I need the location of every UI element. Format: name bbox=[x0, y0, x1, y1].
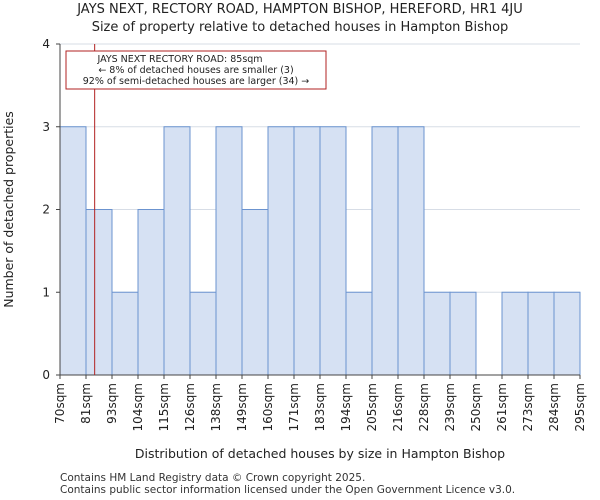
annotation-larger: 92% of semi-detached houses are larger (… bbox=[83, 76, 310, 87]
x-tick-label: 160sqm bbox=[261, 383, 275, 431]
x-tick-label: 273sqm bbox=[521, 383, 535, 431]
x-tick-label: 295sqm bbox=[573, 383, 587, 431]
bar bbox=[293, 126, 321, 376]
x-tick-label: 149sqm bbox=[235, 383, 249, 431]
bar bbox=[397, 126, 425, 376]
x-tick-label: 194sqm bbox=[339, 383, 353, 431]
footer-licence: Contains public sector information licen… bbox=[60, 484, 516, 496]
x-tick-label: 70sqm bbox=[53, 383, 67, 424]
x-tick-label: 138sqm bbox=[209, 383, 223, 431]
footer-copyright: Contains HM Land Registry data © Crown c… bbox=[60, 472, 366, 484]
bar bbox=[137, 209, 165, 376]
bar bbox=[345, 291, 373, 376]
bar bbox=[527, 291, 555, 376]
x-tick-label: 261sqm bbox=[495, 383, 509, 431]
annotation-box bbox=[65, 50, 327, 90]
y-axis-title: Number of detached properties bbox=[1, 111, 16, 308]
x-tick-label: 115sqm bbox=[157, 383, 171, 431]
bar bbox=[163, 126, 191, 376]
bar bbox=[241, 209, 269, 376]
y-tick-label: 1 bbox=[42, 285, 50, 299]
x-tick-label: 183sqm bbox=[313, 383, 327, 431]
bar bbox=[501, 291, 529, 376]
bar bbox=[111, 291, 139, 376]
x-tick-label: 239sqm bbox=[443, 383, 457, 431]
bar bbox=[319, 126, 347, 376]
y-tick-label: 0 bbox=[42, 368, 50, 382]
y-tick-label: 2 bbox=[42, 203, 50, 217]
annotation-title: JAYS NEXT RECTORY ROAD: 85sqm bbox=[96, 54, 262, 65]
x-tick-label: 171sqm bbox=[287, 383, 301, 431]
annotation-smaller: ← 8% of detached houses are smaller (3) bbox=[98, 65, 293, 76]
x-tick-label: 93sqm bbox=[105, 383, 119, 424]
bar bbox=[59, 126, 87, 376]
x-tick-label: 81sqm bbox=[79, 383, 93, 424]
x-tick-label: 284sqm bbox=[547, 383, 561, 431]
chart-title: JAYS NEXT, RECTORY ROAD, HAMPTON BISHOP,… bbox=[77, 2, 523, 17]
bar bbox=[449, 291, 477, 376]
chart-subtitle: Size of property relative to detached ho… bbox=[91, 20, 509, 35]
bar bbox=[189, 291, 217, 376]
x-tick-label: 126sqm bbox=[183, 383, 197, 431]
y-tick-label: 3 bbox=[42, 120, 50, 134]
x-axis-title: Distribution of detached houses by size … bbox=[135, 446, 505, 461]
bar bbox=[267, 126, 295, 376]
x-tick-label: 228sqm bbox=[417, 383, 431, 431]
x-tick-label: 205sqm bbox=[365, 383, 379, 431]
x-tick-label: 250sqm bbox=[469, 383, 483, 431]
x-tick-label: 216sqm bbox=[391, 383, 405, 431]
bar bbox=[85, 209, 113, 376]
x-tick-label: 104sqm bbox=[131, 383, 145, 431]
bar bbox=[553, 291, 581, 376]
y-tick-label: 4 bbox=[42, 37, 50, 51]
bar bbox=[371, 126, 399, 376]
bar bbox=[423, 291, 451, 376]
bar bbox=[215, 126, 243, 376]
